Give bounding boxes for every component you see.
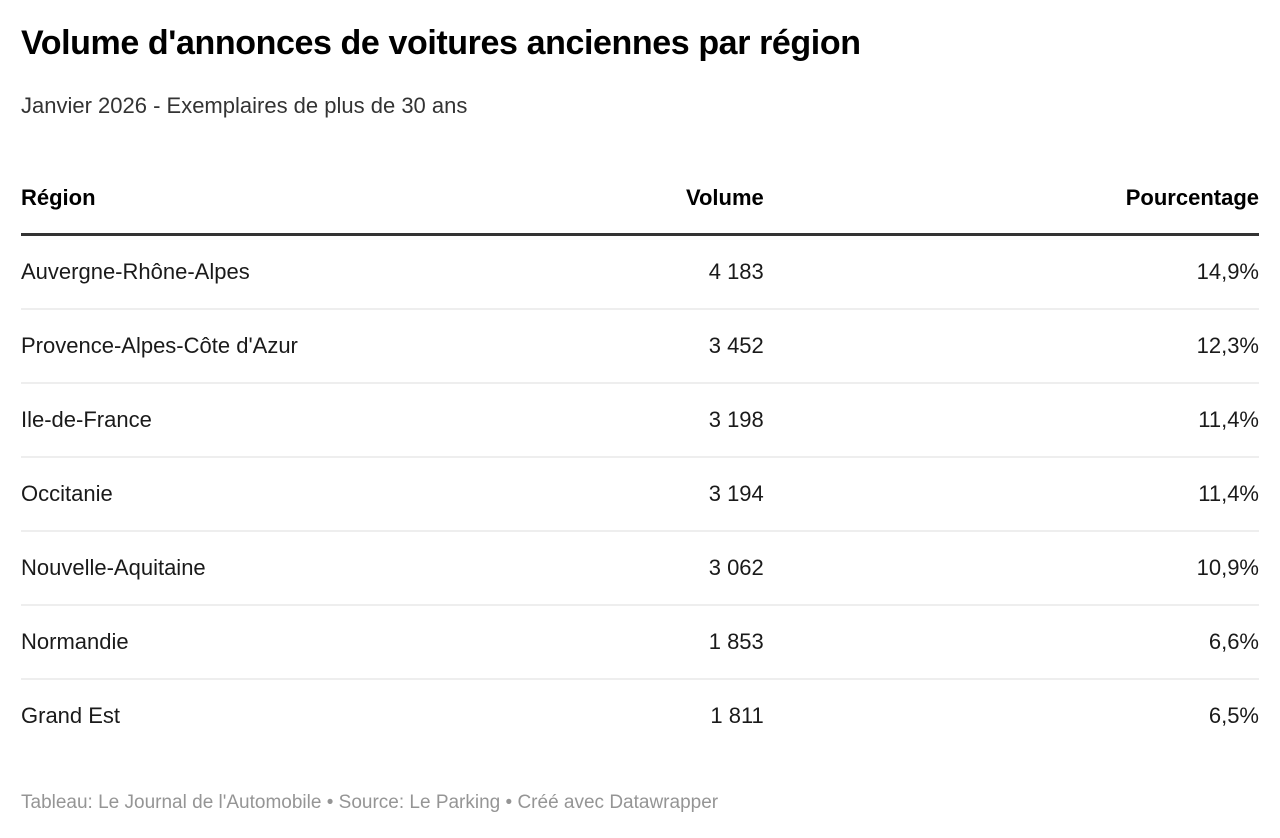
table-row: Normandie 1 853 6,6%: [21, 605, 1259, 680]
region-cell: Auvergne-Rhône-Alpes: [21, 234, 579, 310]
chart-footer: Tableau: Le Journal de l'Automobile • So…: [21, 792, 1259, 814]
chart-subtitle: Janvier 2026 - Exemplaires de plus de 30…: [21, 93, 468, 118]
volume-cell: 3 452: [578, 309, 764, 384]
table-row: Auvergne-Rhône-Alpes 4 183 14,9%: [21, 234, 1259, 310]
volume-cell: 4 183: [578, 234, 764, 310]
region-cell: Provence-Alpes-Côte d'Azur: [21, 309, 579, 384]
volume-cell: 3 062: [578, 531, 764, 606]
percentage-cell: 6,5%: [1208, 703, 1259, 728]
region-cell: Grand Est: [21, 703, 121, 728]
percentage-cell: 12,3%: [763, 309, 1259, 384]
attribution-line: Tableau: Le Journal de l'Automobile • So…: [21, 792, 719, 813]
percentage-cell: 14,9%: [763, 234, 1259, 310]
volume-cell: 3 198: [578, 383, 764, 458]
table-body: Auvergne-Rhône-Alpes 4 183 14,9% Provenc…: [21, 234, 1259, 753]
percentage-cell: 10,9%: [763, 531, 1259, 606]
region-cell: Ile-de-France: [21, 383, 579, 458]
table-header-row: Région Volume Pourcentage: [21, 160, 1259, 236]
table-row: Grand Est 1 811 6,5%: [21, 679, 1259, 752]
volume-cell: 1 811: [710, 703, 764, 728]
volume-cell: 3 194: [578, 457, 764, 532]
data-table: Région Volume Pourcentage Auvergne-Rhône…: [21, 160, 1259, 752]
region-cell: Occitanie: [21, 457, 579, 532]
region-cell: Nouvelle-Aquitaine: [21, 531, 579, 606]
page-title: Volume d'annonces de voitures anciennes …: [21, 24, 861, 62]
column-header-volume: Volume: [578, 160, 764, 236]
column-header-pourcentage: Pourcentage: [763, 160, 1259, 236]
region-cell: Normandie: [21, 605, 579, 680]
table-row: Provence-Alpes-Côte d'Azur 3 452 12,3%: [21, 309, 1259, 384]
table-row: Occitanie 3 194 11,4%: [21, 457, 1259, 532]
column-header-region: Région: [21, 160, 579, 236]
table-row: Ile-de-France 3 198 11,4%: [21, 383, 1259, 458]
table-row: Nouvelle-Aquitaine 3 062 10,9%: [21, 531, 1259, 606]
percentage-cell: 6,6%: [763, 605, 1259, 680]
volume-cell: 1 853: [578, 605, 764, 680]
percentage-cell: 11,4%: [763, 457, 1259, 532]
percentage-cell: 11,4%: [763, 383, 1259, 458]
chart-header: Volume d'annonces de voitures anciennes …: [21, 24, 1259, 118]
